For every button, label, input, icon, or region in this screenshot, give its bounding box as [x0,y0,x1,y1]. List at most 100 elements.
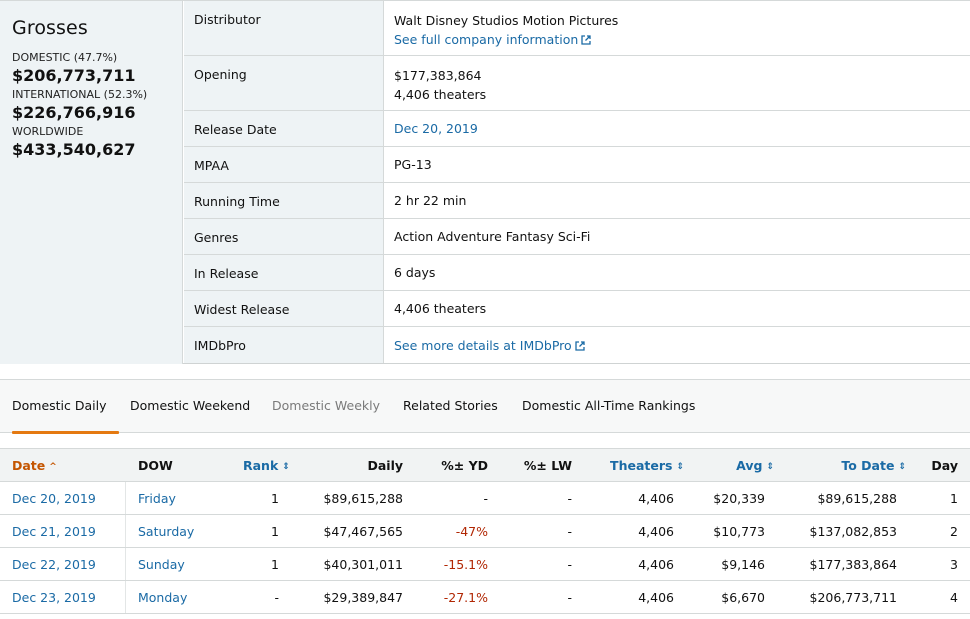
row-date-link[interactable]: Dec 21, 2019 [12,524,96,539]
header-theaters[interactable]: Theaters ⇕ [610,449,684,484]
header-rank[interactable]: Rank ⇕ [243,449,290,484]
header-lw: %± LW [523,458,572,473]
header-dow: DOW [138,458,173,473]
mpaa-row: MPAA PG-13 [184,147,970,183]
running-time-value: 2 hr 22 min [394,193,467,208]
header-yd: %± YD [441,458,488,473]
row-daily: $29,389,847 [323,590,403,605]
imdbpro-label: IMDbPro [184,327,384,363]
tab-domestic-weekly: Domestic Weekly [272,398,380,413]
release-date-row: Release Date Dec 20, 2019 [184,111,970,147]
imdbpro-link[interactable]: See more details at IMDbPro [394,337,572,353]
domestic-amount: $206,773,711 [12,66,136,85]
sort-toggle-icon: ⇕ [898,462,906,472]
external-link-icon[interactable] [581,35,591,45]
table-row: Dec 22, 2019 Sunday 1 $40,301,011 -15.1%… [0,548,970,581]
row-dow-link[interactable]: Sunday [138,557,185,572]
row-rank: 1 [271,491,279,506]
tab-domestic-daily[interactable]: Domestic Daily [12,380,118,434]
row-date-link[interactable]: Dec 23, 2019 [12,590,96,605]
sort-toggle-icon: ⇕ [676,462,684,472]
row-yd: -27.1% [443,590,488,605]
row-dow-link[interactable]: Friday [138,491,176,506]
row-theaters: 4,406 [638,557,674,572]
header-day: Day [931,458,958,473]
mpaa-value: PG-13 [394,157,432,172]
distributor-value: Walt Disney Studios Motion Pictures [394,13,619,28]
column-divider [125,448,126,614]
imdbpro-row: IMDbPro See more details at IMDbPro [184,327,970,363]
genres-row: Genres Action Adventure Fantasy Sci-Fi [184,219,970,255]
international-amount: $226,766,916 [12,103,136,122]
opening-label: Opening [184,56,384,110]
distributor-label: Distributor [184,1,384,55]
opening-amount: $177,383,864 [394,68,482,83]
row-to-date: $89,615,288 [817,491,897,506]
genres-value: Action Adventure Fantasy Sci-Fi [394,229,591,244]
row-theaters: 4,406 [638,590,674,605]
row-rank: 1 [271,557,279,572]
domestic-label: DOMESTIC (47.7%) [12,51,118,64]
row-avg: $6,670 [721,590,765,605]
sort-toggle-icon: ⇕ [282,462,290,472]
header-daily: Daily [367,458,403,473]
row-theaters: 4,406 [638,524,674,539]
row-lw: - [567,524,572,539]
running-time-row: Running Time 2 hr 22 min [184,183,970,219]
sort-toggle-icon: ⇕ [766,462,774,472]
row-theaters: 4,406 [638,491,674,506]
row-avg: $10,773 [713,524,765,539]
row-day: 1 [950,491,958,506]
external-link-icon[interactable] [575,340,585,351]
row-to-date: $206,773,711 [809,590,897,605]
details-table: Distributor Walt Disney Studios Motion P… [184,1,970,363]
header-to-date[interactable]: To Date ⇕ [841,449,906,484]
grosses-panel: Grosses DOMESTIC (47.7%) $206,773,711 IN… [0,1,183,364]
release-date-label: Release Date [184,111,384,146]
company-info-link[interactable]: See full company information [394,32,579,47]
tab-related-stories[interactable]: Related Stories [403,398,498,413]
row-dow-link[interactable]: Saturday [138,524,195,539]
opening-theaters: 4,406 theaters [394,87,487,102]
in-release-value: 6 days [394,265,436,280]
widest-release-label: Widest Release [184,291,384,326]
table-row: Dec 23, 2019 Monday - $29,389,847 -27.1%… [0,581,970,614]
row-lw: - [567,557,572,572]
distributor-row: Distributor Walt Disney Studios Motion P… [184,1,970,56]
row-daily: $40,301,011 [323,557,403,572]
mpaa-label: MPAA [184,147,384,182]
row-date-link[interactable]: Dec 22, 2019 [12,557,96,572]
in-release-label: In Release [184,255,384,290]
widest-release-row: Widest Release 4,406 theaters [184,291,970,327]
row-lw: - [567,491,572,506]
in-release-row: In Release 6 days [184,255,970,291]
row-avg: $9,146 [721,557,765,572]
worldwide-amount: $433,540,627 [12,140,136,159]
row-date-link[interactable]: Dec 20, 2019 [12,491,96,506]
row-day: 3 [950,557,958,572]
header-date[interactable]: Date ^ [12,449,57,484]
row-to-date: $137,082,853 [809,524,897,539]
row-yd: -15.1% [443,557,488,572]
row-rank: - [274,590,279,605]
header-avg[interactable]: Avg ⇕ [736,449,774,484]
row-day: 2 [950,524,958,539]
summary-panel: Grosses DOMESTIC (47.7%) $206,773,711 IN… [0,0,970,364]
tab-all-time-rankings[interactable]: Domestic All-Time Rankings [522,398,696,413]
widest-release-value: 4,406 theaters [394,301,487,316]
row-lw: - [567,590,572,605]
row-avg: $20,339 [713,491,765,506]
row-daily: $89,615,288 [323,491,403,506]
grosses-title: Grosses [12,17,88,39]
table-row: Dec 20, 2019 Friday 1 $89,615,288 - - 4,… [0,482,970,515]
row-dow-link[interactable]: Monday [138,590,188,605]
daily-table: Date ^ DOW Rank ⇕ Daily %± YD %± LW Theate… [0,448,970,614]
release-date-link[interactable]: Dec 20, 2019 [394,121,478,136]
sort-up-icon: ^ [49,462,57,472]
worldwide-label: WORLDWIDE [12,125,84,138]
row-yd: - [483,491,488,506]
running-time-label: Running Time [184,183,384,218]
tab-domestic-weekend[interactable]: Domestic Weekend [130,398,251,413]
opening-row: Opening $177,383,864 4,406 theaters [184,56,970,111]
row-yd: -47% [455,524,488,539]
